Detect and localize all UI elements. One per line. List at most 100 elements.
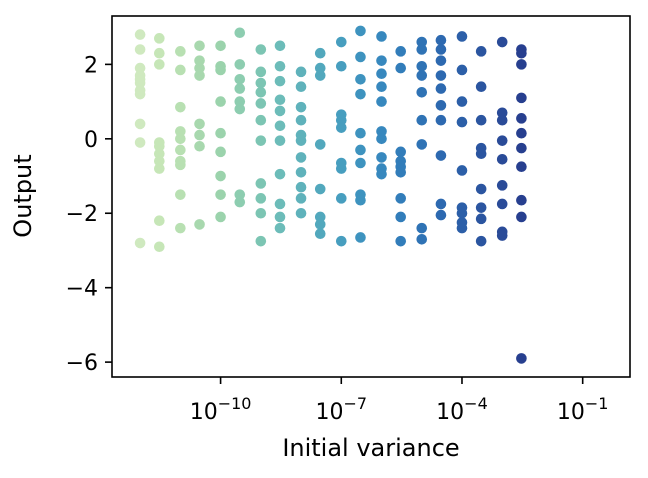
data-point <box>355 127 366 139</box>
data-point <box>255 193 267 204</box>
data-point <box>134 137 146 148</box>
data-point <box>215 64 226 76</box>
data-point <box>255 77 267 89</box>
data-point <box>154 59 165 70</box>
data-point <box>255 66 267 78</box>
data-point <box>194 219 205 230</box>
data-points <box>134 25 527 364</box>
data-point <box>295 152 307 163</box>
data-point <box>274 105 286 117</box>
data-point <box>234 73 246 85</box>
data-point <box>376 55 387 66</box>
data-point <box>496 107 508 119</box>
data-point <box>314 139 326 150</box>
data-point <box>295 114 307 126</box>
data-point <box>295 193 307 204</box>
data-point <box>215 40 226 52</box>
data-point <box>234 83 246 94</box>
data-point <box>475 183 487 195</box>
data-point <box>355 144 366 156</box>
data-point <box>175 64 186 76</box>
x-tick-base: 10 <box>436 400 464 425</box>
data-point <box>416 234 428 245</box>
data-point <box>416 36 428 48</box>
data-point <box>314 228 326 240</box>
data-point <box>255 86 267 98</box>
data-point <box>475 202 487 213</box>
data-point <box>376 81 387 93</box>
data-point <box>274 135 286 146</box>
data-point <box>234 196 246 208</box>
data-point <box>435 83 447 94</box>
x-tick-exponent: −10 <box>218 394 252 413</box>
data-point <box>274 211 286 223</box>
data-point <box>355 25 366 37</box>
data-point <box>194 40 205 52</box>
x-tick-base: 10 <box>315 400 343 425</box>
data-point <box>234 27 246 39</box>
x-tick-exponent: −7 <box>343 394 367 413</box>
data-point <box>435 70 447 81</box>
data-point <box>134 44 146 55</box>
y-tick-label: 0 <box>84 128 98 153</box>
data-point <box>475 213 487 225</box>
data-point <box>194 70 205 81</box>
data-point <box>274 40 286 52</box>
data-point <box>154 215 165 226</box>
data-point <box>395 211 407 223</box>
data-point <box>215 211 226 223</box>
data-point <box>456 165 468 176</box>
data-point <box>496 114 508 126</box>
data-point <box>416 60 428 72</box>
data-point <box>314 219 326 230</box>
data-point <box>255 235 267 247</box>
x-tick-exponent: −4 <box>464 394 488 413</box>
data-point <box>376 126 387 137</box>
x-tick-label: 10−7 <box>315 394 367 425</box>
data-point <box>154 148 165 159</box>
data-point <box>496 230 508 241</box>
data-point <box>456 31 468 42</box>
data-point <box>274 198 286 210</box>
data-point <box>516 161 527 173</box>
data-point <box>335 235 347 247</box>
data-point <box>314 62 326 74</box>
data-point <box>395 146 407 158</box>
data-point <box>255 98 267 109</box>
data-point <box>175 222 186 234</box>
data-point <box>395 235 407 247</box>
data-point <box>314 70 326 81</box>
data-point <box>376 31 387 42</box>
data-point <box>234 189 246 200</box>
data-point <box>194 55 205 66</box>
data-point <box>175 159 186 171</box>
data-point <box>435 209 447 221</box>
data-point <box>154 33 165 44</box>
data-point <box>475 235 487 247</box>
data-point <box>175 144 186 156</box>
data-point <box>335 163 347 174</box>
data-point <box>475 46 487 57</box>
data-point <box>134 88 146 100</box>
data-point <box>435 114 447 126</box>
data-point <box>516 353 527 364</box>
data-point <box>295 66 307 78</box>
data-point <box>215 96 226 107</box>
data-point <box>134 29 146 40</box>
data-point <box>416 139 428 150</box>
data-point <box>255 44 267 55</box>
data-point <box>475 114 487 126</box>
y-tick-label: 2 <box>84 53 98 78</box>
data-point <box>215 146 226 158</box>
data-point <box>215 170 226 182</box>
data-point <box>496 135 508 146</box>
x-tick-base: 10 <box>557 400 585 425</box>
data-point <box>355 157 366 169</box>
data-point <box>516 59 527 70</box>
y-axis: 2 0 −2 −4 −6 <box>66 53 112 376</box>
data-point <box>335 114 347 126</box>
data-point <box>435 198 447 210</box>
y-axis-label: Output <box>9 154 37 237</box>
data-point <box>335 193 347 204</box>
